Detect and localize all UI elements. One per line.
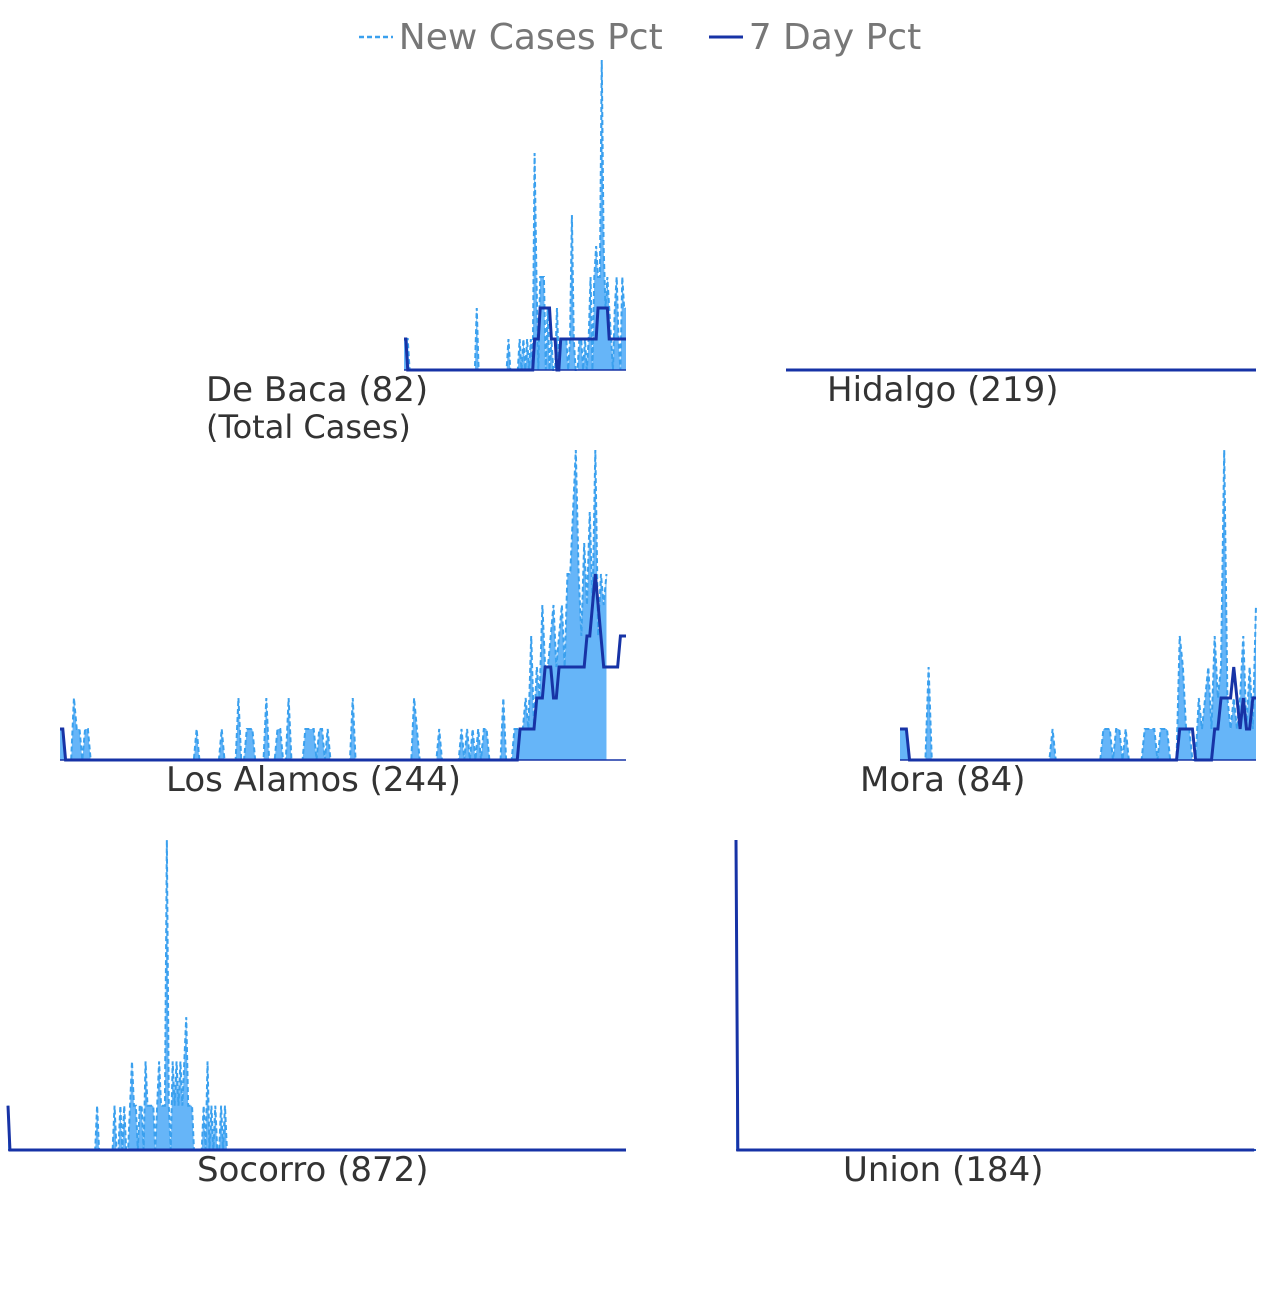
dashed-line-icon bbox=[358, 35, 393, 39]
new-cases-line bbox=[735, 839, 1256, 1151]
panel-mora: Mora (84) bbox=[860, 449, 1257, 800]
legend-label-new-cases: New Cases Pct bbox=[398, 16, 663, 58]
plot-area bbox=[900, 449, 1257, 762]
panel-title: Mora (84) bbox=[860, 760, 1026, 800]
plot-area bbox=[786, 368, 1256, 372]
new-cases-area bbox=[736, 840, 1256, 1150]
panel-title: Los Alamos (244) bbox=[166, 760, 462, 800]
plot-area bbox=[734, 839, 1256, 1152]
panel-title: Union (184) bbox=[843, 1150, 1044, 1190]
panel-socorro: Socorro (872) bbox=[6, 839, 626, 1190]
panel-de-baca: De Baca (82) (Total Cases) bbox=[0, 0, 1280, 460]
panel-title: Socorro (872) bbox=[197, 1150, 429, 1190]
legend-label-seven-day: 7 Day Pct bbox=[748, 16, 922, 58]
panel-subtitle: (Total Cases) bbox=[206, 408, 411, 446]
panel-union: Union (184) bbox=[734, 839, 1256, 1190]
chart-legend: New Cases Pct 7 Day Pct bbox=[0, 12, 1280, 62]
panel-title: Hidalgo (219) bbox=[827, 370, 1059, 410]
panel-hidalgo: Hidalgo (219) bbox=[0, 0, 1280, 460]
seven-day-line bbox=[734, 839, 1255, 1152]
new-cases-area bbox=[900, 450, 1256, 760]
legend-item-seven-day[interactable]: 7 Day Pct bbox=[708, 16, 922, 58]
panel-title: De Baca (82) bbox=[206, 370, 429, 410]
legend-item-new-cases[interactable]: New Cases Pct bbox=[358, 16, 663, 58]
solid-line-icon bbox=[708, 35, 743, 39]
plot-area bbox=[60, 449, 626, 762]
new-cases-area bbox=[60, 450, 607, 760]
plot-area bbox=[6, 839, 626, 1152]
plot-area bbox=[404, 59, 626, 372]
new-cases-area bbox=[404, 60, 626, 370]
panel-los-alamos: Los Alamos (244) bbox=[60, 449, 626, 800]
